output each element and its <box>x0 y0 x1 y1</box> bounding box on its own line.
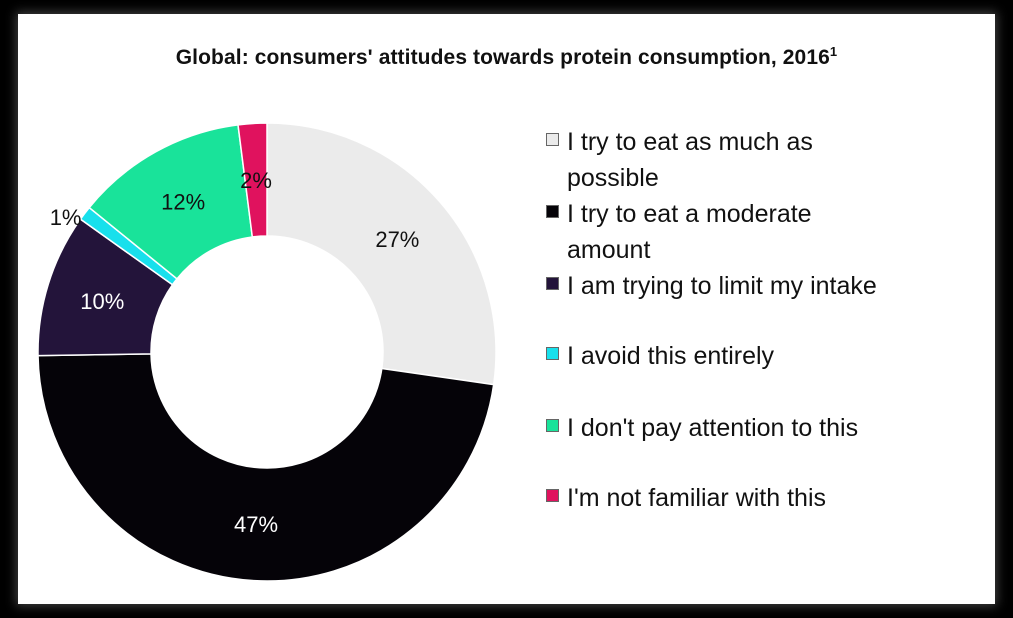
chart-title: Global: consumers' attitudes towards pro… <box>175 44 838 69</box>
legend-item-limit-intake: I am trying to limit my intake <box>546 268 966 304</box>
data-label-not-familiar: 2% <box>240 168 272 193</box>
legend-label: I avoid this entirely <box>567 342 775 370</box>
title-footnote-mark: 1 <box>829 44 838 59</box>
slice-eat-as-much <box>266 122 497 386</box>
legend-swatch <box>546 133 559 146</box>
slice-moderate <box>37 353 495 582</box>
legend-item-not-familiar: I'm not familiar with this <box>546 480 966 516</box>
legend-label: I am trying to limit my intake <box>567 272 877 300</box>
legend-swatch <box>546 347 559 360</box>
legend-swatch <box>546 419 559 432</box>
data-label-avoid: 1% <box>50 205 82 230</box>
data-label-no-attention: 12% <box>161 189 205 214</box>
data-label-eat-as-much: 27% <box>375 227 419 252</box>
legend-item-avoid: I avoid this entirely <box>546 338 966 374</box>
legend-item-no-attention: I don't pay attention to this <box>546 410 966 446</box>
legend-swatch <box>546 205 559 218</box>
legend-label: I try to eat a moderate amount <box>567 200 812 264</box>
data-label-limit-intake: 10% <box>80 289 124 314</box>
legend-item-moderate: I try to eat a moderate amount <box>546 196 966 268</box>
data-label-moderate: 47% <box>234 512 278 537</box>
slice-not-familiar <box>237 122 268 238</box>
donut-chart: 27% 47% 10% 1% 12% 2% <box>37 122 497 582</box>
legend-label: I don't pay attention to this <box>567 414 859 442</box>
legend-swatch <box>546 277 559 290</box>
legend-item-eat-as-much: I try to eat as much as possible <box>546 124 966 196</box>
legend-label: I try to eat as much as possible <box>567 128 813 192</box>
chart-frame: Global: consumers' attitudes towards pro… <box>18 14 995 604</box>
legend-swatch <box>546 489 559 502</box>
legend-label: I'm not familiar with this <box>567 484 827 512</box>
